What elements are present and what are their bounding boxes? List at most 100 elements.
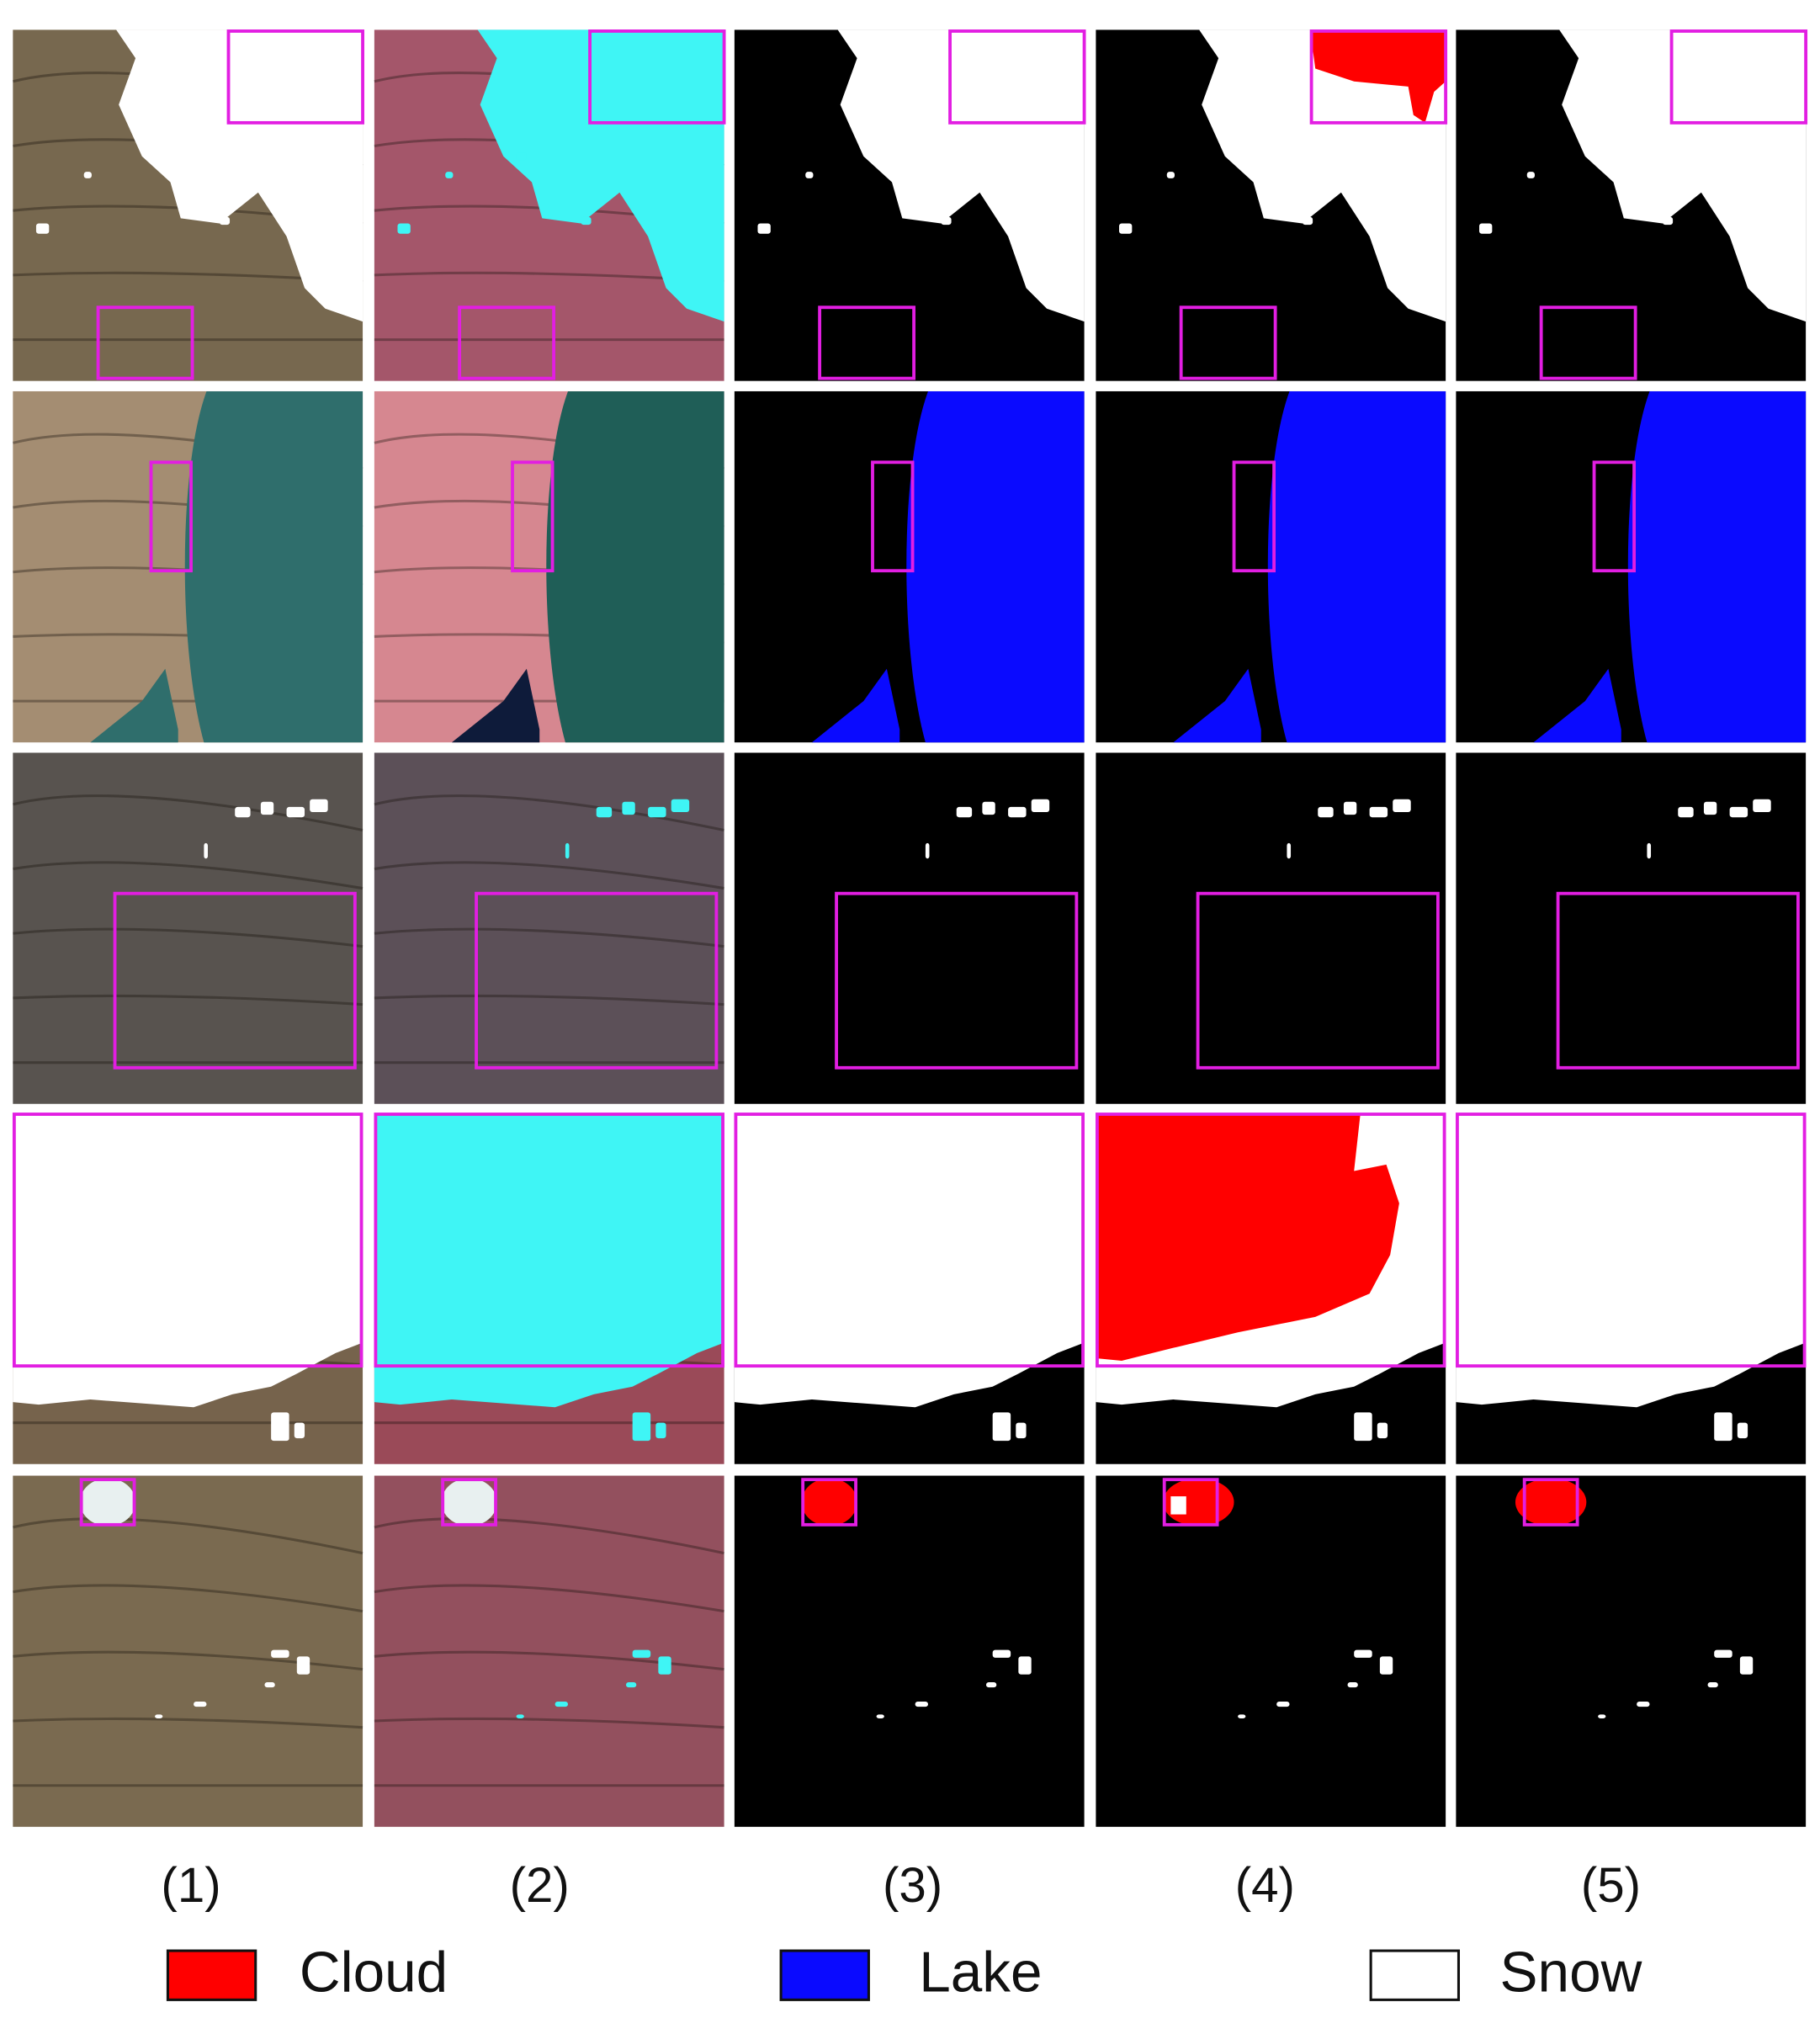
snow-patch [1662,216,1674,226]
snow-region [477,29,724,322]
panel-background [374,1475,724,1827]
column-label: (5) [1581,1858,1641,1913]
snow-patch [397,223,411,234]
snow-patch [1737,1422,1748,1439]
snow-patch [294,1422,305,1439]
highlight-box [441,1478,497,1527]
terrain-line [12,794,363,832]
snow-patch [622,801,635,815]
image-panel [1456,752,1807,1104]
image-panel [734,29,1086,381]
image-panel [1456,29,1808,381]
snow-region [837,29,1085,322]
legend-label: Lake [919,1941,1042,2005]
panel-background [734,1475,1085,1827]
snow-patch [204,842,208,859]
legend-swatch [779,1949,870,2001]
snow-region [734,1113,1085,1408]
lake-region [546,390,724,743]
snow-region [1199,29,1446,322]
snow-patch [1739,1656,1754,1675]
highlight-box [1096,1113,1446,1368]
lake-region [184,390,363,743]
terrain-line [374,1584,724,1613]
snow-patch [956,806,973,818]
snow-patch [1016,1422,1027,1439]
image-panel [734,1113,1085,1464]
highlight-box [835,891,1079,1070]
snow-patch [565,842,570,859]
snow-patch [1637,1702,1650,1707]
highlight-box [113,891,357,1070]
snow-patch [1369,806,1388,818]
image-panel [12,752,363,1104]
snow-patch [596,806,613,818]
highlight-box [1196,891,1440,1070]
snow-patch [1714,1412,1732,1442]
highlight-box [226,29,364,125]
snow-patch [554,1702,568,1707]
terrain-line [13,1717,363,1729]
snow-patch [516,1714,524,1718]
lake-inlet [90,668,178,743]
snow-patch [1318,806,1334,818]
terrain-line [13,927,363,948]
snow-patch [1343,801,1357,815]
highlight-box [96,305,194,380]
image-panel [734,752,1085,1104]
snow-patch [1166,172,1175,178]
image-panel [12,29,364,381]
highlight-box [1162,1478,1219,1527]
highlight-box [1232,460,1276,573]
snow-patch [1354,1649,1372,1658]
highlight-box [948,29,1086,125]
snow-patch [194,1702,207,1707]
snow-patch [1647,842,1652,859]
terrain-line [374,927,724,948]
highlight-box [1592,460,1637,573]
lake-region [1627,390,1807,743]
snow-patch [1598,1714,1606,1718]
lake-inlet [1533,668,1621,743]
snow-patch [235,806,251,818]
snow-region [116,29,363,322]
snow-patch [1276,1702,1290,1707]
snow-region [13,1113,363,1408]
snow-patch [982,801,995,815]
snow-patch [658,1656,671,1675]
highlight-box [1179,305,1277,380]
highlight-box [1669,29,1808,125]
snow-patch [1678,806,1694,818]
highlight-box [1309,29,1448,125]
lake-region [1267,390,1446,743]
image-panel [12,1475,363,1827]
highlight-box [475,891,719,1070]
snow-patch [1479,223,1493,234]
terrain-line [374,994,724,1006]
snow-patch [757,223,771,234]
snow-patch [1018,1656,1032,1675]
column-label: (2) [510,1858,570,1913]
highlight-box [374,1113,724,1368]
snow-patch [915,1702,928,1707]
snow-patch [1703,801,1717,815]
snow-patch [632,1649,651,1658]
snow-patch [271,1649,289,1658]
lake-region [906,390,1085,743]
snow-patch [1008,806,1027,818]
image-panel [374,752,724,1104]
image-panel [374,1113,724,1464]
snow-patch [445,172,454,178]
panel-background [13,1475,363,1827]
highlight-box [1456,1113,1807,1368]
snow-patch [805,172,814,178]
highlight-box [871,460,915,573]
snow-patch [1714,1649,1732,1658]
terrain-line [374,861,724,890]
lake-inlet [811,668,900,743]
legend-label: Snow [1500,1941,1642,2005]
snow-patch [1598,152,1609,161]
terrain-line [374,794,724,832]
snow-patch [655,1422,666,1439]
snow-patch [1379,1656,1393,1675]
